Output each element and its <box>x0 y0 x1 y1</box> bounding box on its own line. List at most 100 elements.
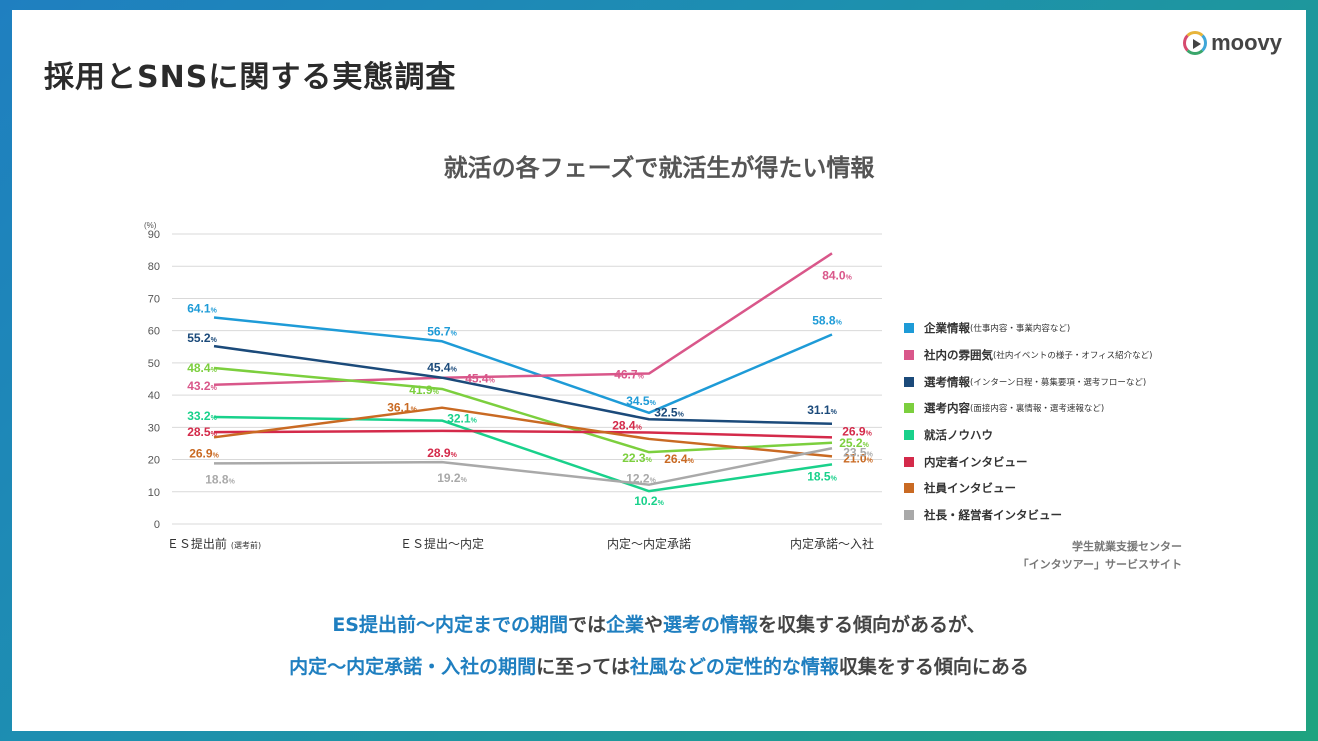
y-tick-label: 30 <box>148 422 160 434</box>
data-label-unit: % <box>229 478 236 485</box>
source-line-1: 学生就業支援センター <box>1072 540 1182 553</box>
data-label-unit: % <box>867 451 874 458</box>
data-label: 19.2% <box>437 471 467 485</box>
data-label-unit: % <box>863 442 870 449</box>
legend-swatch <box>904 403 914 414</box>
conclusion-segment: を収集する傾向があるが、 <box>758 614 986 636</box>
x-tick-note: (選考前) <box>231 540 261 550</box>
x-tick-label: ＥＳ提出〜内定 <box>400 536 484 551</box>
conclusion-segment: 企業 <box>606 614 645 636</box>
conclusion-segment: 内定〜内定承諾・入社の期間 <box>289 656 537 678</box>
y-tick-label: 20 <box>148 455 160 467</box>
data-label: 26.9% <box>842 424 872 438</box>
data-label-unit: % <box>638 374 645 381</box>
data-label: 48.4% <box>187 361 217 375</box>
chart-title: 就活の各フェーズで就活生が得たい情報 <box>443 154 875 182</box>
data-label-unit: % <box>678 411 685 418</box>
data-label-unit: % <box>433 389 440 396</box>
legend-item: 社内の雰囲気 (社内イベントの様子・オフィス紹介など) <box>904 342 1152 369</box>
series-line-2 <box>213 252 833 387</box>
line-chart: 0 10 20 30 40 50 60 70 80 90(%) ＥＳ提出前 (選考前) ＥＳ提出〜内定 内… <box>144 221 882 551</box>
data-label: 18.8% <box>205 472 235 486</box>
data-label: 45.4% <box>465 372 495 386</box>
legend-label: 社員インタビュー <box>924 481 1016 496</box>
legend-item: 社長・経営者インタビュー <box>904 502 1152 529</box>
data-label-unit: % <box>211 307 218 314</box>
data-label-unit: % <box>489 378 496 385</box>
data-label: 55.2% <box>187 331 217 345</box>
series-line-7 <box>213 406 833 458</box>
legend-label: 社内の雰囲気 <box>924 348 993 363</box>
x-tick-label: ＥＳ提出前 (選考前) <box>167 536 261 551</box>
y-tick-label: 60 <box>148 326 160 338</box>
source-note: 学生就業支援センター 「インタツアー」サービスサイト <box>1018 538 1182 574</box>
data-label-unit: % <box>650 478 657 485</box>
legend-note: (インターン日程・募集要項・選考フローなど) <box>970 377 1147 388</box>
data-label: 28.9% <box>427 446 457 460</box>
data-label-unit: % <box>688 458 695 465</box>
data-label: 21.0% <box>843 451 873 465</box>
play-circle-icon <box>1183 31 1208 55</box>
x-tick-label: 内定承諾〜入社 <box>790 536 874 551</box>
legend-swatch <box>904 483 914 494</box>
legend-swatch <box>904 350 914 361</box>
legend-note: (面接内容・裏情報・選考速報など) <box>970 404 1105 415</box>
data-label-unit: % <box>211 431 218 438</box>
data-label: 25.2% <box>839 436 869 450</box>
legend-item: 選考内容 (面接内容・裏情報・選考速報など) <box>904 395 1152 422</box>
legend-item: 企業情報 (仕事内容・事業内容など) <box>904 315 1152 342</box>
y-tick-label: 70 <box>148 293 160 305</box>
data-label: 26.4% <box>664 452 694 466</box>
data-label-unit: % <box>211 367 218 374</box>
data-label-unit: % <box>461 477 468 484</box>
data-label: 28.4% <box>612 418 642 432</box>
conclusion-segment: ES提出前〜内定までの期間 <box>332 614 568 636</box>
slide: 採用とSNSに関する実態調査 moovy 就活の各フェーズで就活生が得たい情報 … <box>12 10 1306 731</box>
data-label-unit: % <box>451 452 458 459</box>
source-line-2: 「インタツアー」サービスサイト <box>1017 558 1182 571</box>
data-label: 36.1% <box>387 401 417 415</box>
data-label-unit: % <box>836 320 843 327</box>
data-label-unit: % <box>451 367 458 374</box>
y-tick-label: 0 <box>154 519 160 531</box>
data-label-unit: % <box>411 407 418 414</box>
series-line-4 <box>213 366 833 454</box>
data-label: 28.5% <box>187 425 217 439</box>
page-title: 採用とSNSに関する実態調査 <box>44 60 457 95</box>
legend-item: 社員インタビュー <box>904 475 1152 502</box>
conclusion-segment: 社風などの定性的な情報 <box>629 656 839 678</box>
data-label-unit: % <box>846 274 853 281</box>
conclusion-segment: に至っては <box>536 656 630 678</box>
legend-item: 選考情報 (インターン日程・募集要項・選考フローなど) <box>904 368 1152 395</box>
data-label: 12.2% <box>626 472 656 486</box>
y-tick-label: 80 <box>148 261 160 273</box>
data-label-unit: % <box>451 330 458 337</box>
conclusion-line-1: ES提出前〜内定までの期間では企業や選考の情報を収集する傾向があるが、 <box>12 610 1306 637</box>
legend-swatch <box>904 430 914 441</box>
data-label: 46.7% <box>614 368 644 382</box>
legend-item: 内定者インタビュー <box>904 448 1152 475</box>
conclusion-line-2: 内定〜内定承諾・入社の期間に至っては社風などの定性的な情報収集をする傾向にある <box>12 652 1306 679</box>
data-label: 34.5% <box>626 394 656 408</box>
conclusion-segment: や <box>644 614 664 636</box>
data-label: 32.5% <box>654 405 684 419</box>
series-line-8 <box>213 447 833 486</box>
data-label-unit: % <box>831 409 838 416</box>
legend-note: (仕事内容・事業内容など) <box>970 324 1071 335</box>
x-tick-label: 内定〜内定承諾 <box>607 536 691 551</box>
legend-label: 就活ノウハウ <box>924 428 993 443</box>
legend-item: 就活ノウハウ <box>904 422 1152 449</box>
conclusion-segment: 選考の情報 <box>663 614 759 636</box>
data-label-unit: % <box>211 337 218 344</box>
legend-label: 企業情報 <box>924 321 970 336</box>
chart-legend: 企業情報 (仕事内容・事業内容など) 社内の雰囲気 (社内イベントの様子・オフィス紹介… <box>904 315 1152 529</box>
data-label: 41.9% <box>409 383 439 397</box>
data-label-unit: % <box>636 424 643 431</box>
data-label: 58.8% <box>812 314 842 328</box>
data-label: 64.1% <box>187 301 217 315</box>
data-label: 26.9% <box>189 446 219 460</box>
data-label-unit: % <box>831 475 838 482</box>
legend-swatch <box>904 456 914 467</box>
logo: moovy <box>1183 30 1282 56</box>
data-label-unit: % <box>650 400 657 407</box>
